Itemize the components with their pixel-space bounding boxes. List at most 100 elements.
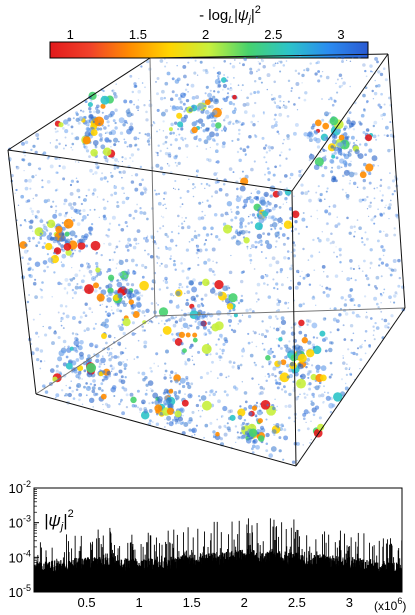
cloud-dot	[379, 213, 384, 217]
cloud-dot	[393, 301, 396, 304]
cloud-dot	[198, 399, 202, 402]
cloud-dot	[236, 138, 240, 141]
cloud-dot	[155, 163, 160, 168]
cloud-dot	[364, 231, 367, 234]
cloud-dot	[246, 245, 249, 248]
cloud-dot	[374, 79, 377, 82]
cube-edge-1	[149, 53, 389, 59]
cloud-cluster-dot	[98, 365, 101, 368]
cloud-cluster-dot	[83, 385, 86, 389]
cloud-cluster-dot	[352, 141, 356, 145]
cloud-dot	[321, 231, 323, 233]
x-axis-ticks: 0.5 1 1.5 2 2.5 3	[78, 587, 353, 610]
cloud-dot	[336, 165, 341, 170]
cloud-cluster-dot	[256, 190, 261, 195]
cloud-dot	[181, 217, 183, 219]
cloud-dot	[164, 232, 168, 237]
cloud-dot	[245, 102, 250, 107]
cloud-dot	[328, 111, 331, 115]
cloud-dot	[220, 213, 223, 216]
cloud-dot	[311, 296, 316, 300]
cloud-dot	[225, 426, 228, 429]
cloud-dot	[31, 175, 35, 179]
cloud-dot	[126, 145, 129, 148]
cloud-cluster-dot	[277, 344, 281, 348]
cloud-dot	[223, 125, 226, 128]
cloud-dot	[330, 232, 333, 235]
cloud-dot	[139, 294, 142, 296]
cloud-dot	[391, 179, 395, 183]
cloud-dot	[60, 320, 62, 323]
cloud-cluster-dot	[107, 124, 110, 127]
cloud-dot	[393, 233, 397, 237]
cloud-cluster-dot	[213, 98, 219, 105]
cloud-dot	[278, 326, 282, 329]
cloud-cluster-dot	[96, 127, 100, 131]
cloud-dot	[293, 244, 297, 247]
x-tick-label: 2.5	[288, 595, 306, 610]
cloud-dot	[44, 390, 49, 394]
cloud-dot	[279, 100, 282, 103]
cloud-dot	[94, 171, 98, 175]
cloud-dot	[121, 156, 124, 159]
cloud-dot	[62, 327, 65, 330]
cloud-dot	[167, 153, 172, 158]
cloud-dot	[164, 264, 169, 269]
cloud-dot	[95, 165, 99, 169]
cloud-dot	[285, 187, 288, 190]
cloud-dot	[40, 295, 44, 299]
cloud-dot	[99, 127, 103, 131]
cloud-dot	[121, 351, 125, 355]
cloud-cluster-dot	[110, 386, 116, 393]
cloud-cluster-dot	[92, 327, 96, 330]
cloud-dot	[41, 384, 45, 388]
cloud-cluster-dot	[125, 270, 130, 275]
cloud-dot	[35, 347, 40, 352]
cloud-dot	[208, 184, 211, 187]
cloud-dot	[189, 267, 192, 270]
cloud-dot	[373, 197, 376, 200]
cloud-cluster-dot	[371, 155, 378, 162]
cloud-dot	[296, 269, 300, 274]
cloud-dot	[212, 66, 215, 69]
cloud-dot	[77, 195, 81, 199]
cloud-cluster-dot	[247, 411, 253, 417]
cloud-dot	[192, 187, 194, 190]
cloud-dot	[369, 261, 373, 265]
cloud-dot	[125, 393, 129, 397]
cloud-dot	[155, 422, 160, 426]
cloud-cluster-hot	[228, 293, 238, 303]
cloud-dot	[194, 230, 197, 233]
cloud-dot	[308, 283, 312, 286]
cloud-dot	[171, 77, 175, 81]
cloud-dot	[239, 224, 244, 229]
cloud-dot	[302, 247, 305, 251]
cloud-cluster-dot	[136, 296, 140, 300]
cloud-dot	[64, 346, 66, 348]
cloud-dot	[350, 351, 353, 355]
cloud-dot	[169, 300, 172, 303]
cloud-dot	[137, 109, 139, 112]
cloud-dot	[329, 96, 333, 100]
cloud-cluster-dot	[185, 98, 190, 103]
cloud-cluster-dot	[73, 369, 78, 374]
cloud-dot	[392, 259, 397, 263]
cloud-dot	[187, 90, 189, 93]
cloud-cluster-dot	[88, 110, 92, 114]
cloud-cluster-dot	[103, 375, 109, 381]
cloud-cluster-dot	[206, 135, 212, 141]
cloud-dot	[290, 90, 293, 92]
cloud-dot	[81, 378, 83, 380]
cloud-dot	[301, 73, 305, 78]
cloud-dot	[119, 131, 124, 135]
cloud-dot	[156, 154, 159, 157]
cloud-dot	[200, 126, 202, 129]
cloud-dot	[267, 145, 272, 150]
cloud-dot	[25, 220, 27, 223]
cloud-dot	[99, 177, 104, 181]
cloud-dot	[169, 292, 173, 296]
cloud-dot	[232, 361, 236, 364]
cloud-cluster-dot	[68, 386, 72, 390]
cloud-cluster-dot	[214, 119, 217, 122]
cloud-cluster-dot	[152, 392, 159, 399]
